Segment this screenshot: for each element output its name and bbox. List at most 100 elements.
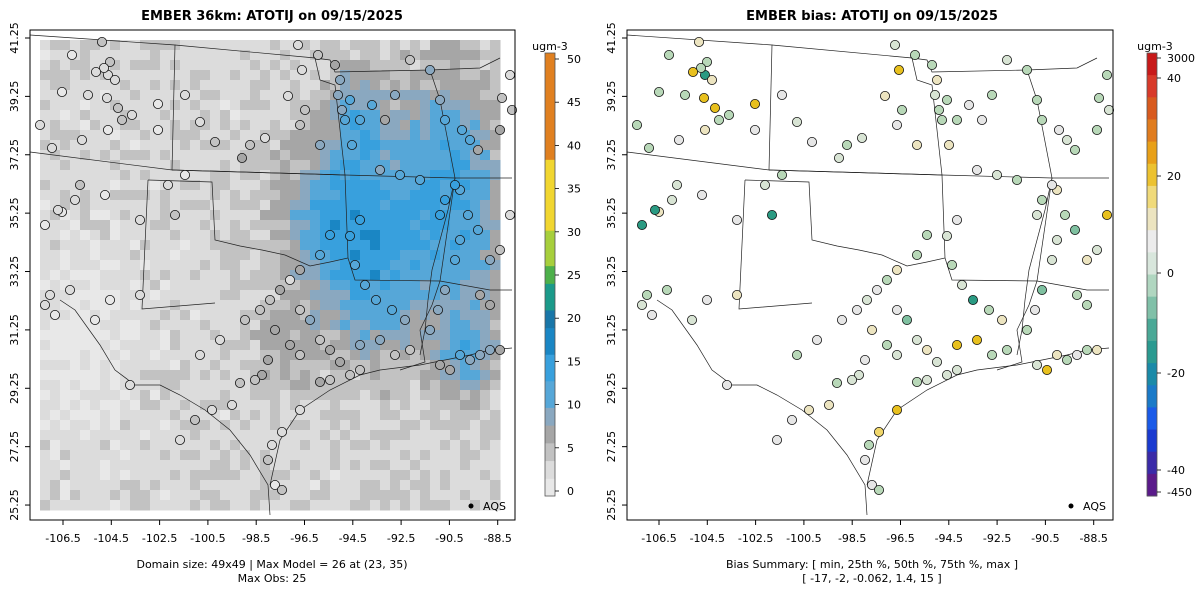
state-border [744,169,946,267]
heatmap-cell [240,70,251,81]
heatmap-cell [50,350,61,361]
heatmap-cell [470,220,481,231]
heatmap-cell [430,420,441,431]
heatmap-cell [220,280,231,291]
aqs-bias-marker [942,369,953,380]
heatmap-cell [420,280,431,291]
heatmap-cell [370,40,381,51]
heatmap-cell [430,60,441,71]
heatmap-cell [40,310,51,321]
heatmap-cell [70,200,81,211]
heatmap-cell [220,130,231,141]
colorbar-segment [1147,75,1157,98]
heatmap-cell [170,50,181,61]
heatmap-cell [420,130,431,141]
aqs-bias-marker [1094,93,1105,104]
heatmap-cell [130,350,141,361]
heatmap-cell [230,90,241,101]
heatmap-cell [200,470,211,481]
heatmap-cell [330,40,341,51]
heatmap-cell [440,250,451,261]
aqs-station-marker [239,314,250,325]
heatmap-cell [320,150,331,161]
heatmap-cell [70,170,81,181]
heatmap-cell [140,130,151,141]
heatmap-cell [120,140,131,151]
aqs-station-marker [282,91,293,102]
heatmap-cell [130,370,141,381]
heatmap-cell [480,250,491,261]
heatmap-cell [180,100,191,111]
heatmap-cell [360,360,371,371]
aqs-bias-marker [1030,304,1041,315]
heatmap-cell [80,190,91,201]
heatmap-cell [450,450,461,461]
heatmap-cell [430,100,441,111]
heatmap-cell [470,360,481,371]
heatmap-cell [50,160,61,171]
heatmap-cell [450,130,461,141]
heatmap-cell [80,260,91,271]
heatmap-cell [400,340,411,351]
heatmap-cell [430,310,441,321]
heatmap-cell [100,290,111,301]
heatmap-cell [180,280,191,291]
heatmap-cell [300,380,311,391]
heatmap-cell [220,430,231,441]
heatmap-cell [390,230,401,241]
heatmap-cell [190,450,201,461]
state-border [439,280,512,291]
x-tick-label: -100.5 [786,532,821,545]
heatmap-cell [260,90,271,101]
heatmap-cell [440,470,451,481]
heatmap-cell [100,310,111,321]
heatmap-cell [360,230,371,241]
heatmap-cell [380,330,391,341]
heatmap-cell [310,410,321,421]
aqs-bias-marker [1092,125,1103,136]
aqs-station-marker [439,284,450,295]
heatmap-cell [250,130,261,141]
heatmap-cell [50,360,61,371]
colorbar-tick-label: 20 [567,312,581,325]
heatmap-cell [470,260,481,271]
colorbar-tick-label: 25 [567,269,581,282]
heatmap-cell [390,110,401,121]
aqs-bias-marker [862,294,873,305]
heatmap-cell [400,260,411,271]
heatmap-cell [300,140,311,151]
heatmap-cell [330,120,341,131]
aqs-bias-marker [892,349,903,360]
heatmap-cell [250,330,261,341]
heatmap-cell [420,430,431,441]
heatmap-cell [240,250,251,261]
colorbar-segment [545,97,555,107]
heatmap-cell [300,210,311,221]
heatmap-cell [380,200,391,211]
heatmap-cell [490,370,501,381]
heatmap-cell [310,370,321,381]
y-axis-left: 41.2539.2537.2535.2533.2531.2529.2527.25… [8,22,30,521]
aqs-bias-marker [1070,144,1081,155]
heatmap-cell [410,130,421,141]
heatmap-cell [300,40,311,51]
aqs-station-marker [504,70,515,81]
heatmap-cell [480,490,491,501]
heatmap-cell [200,220,211,231]
heatmap-cell [420,220,431,231]
heatmap-cell [100,440,111,451]
heatmap-cell [410,60,421,71]
heatmap-cell [240,490,251,501]
heatmap-cell [370,300,381,311]
heatmap-cell [160,290,171,301]
heatmap-cell [250,460,261,471]
heatmap-cell [210,230,221,241]
heatmap-cell [270,250,281,261]
heatmap-cell [140,490,151,501]
heatmap-cell [340,390,351,401]
heatmap-cell [230,350,241,361]
heatmap-cell [190,340,201,351]
heatmap-cell [340,220,351,231]
heatmap-cell [490,400,501,411]
heatmap-cell [40,490,51,501]
